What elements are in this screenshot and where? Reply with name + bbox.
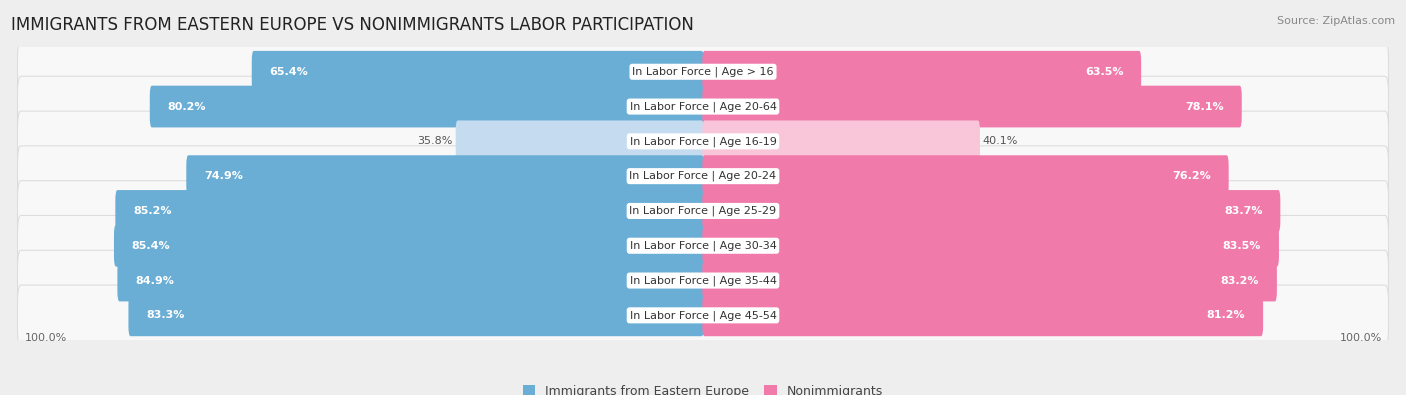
FancyBboxPatch shape [703,260,1277,301]
Text: 83.3%: 83.3% [146,310,184,320]
Text: 80.2%: 80.2% [167,102,207,111]
FancyBboxPatch shape [17,285,1389,346]
Text: In Labor Force | Age 30-34: In Labor Force | Age 30-34 [630,241,776,251]
FancyBboxPatch shape [703,51,1142,93]
FancyBboxPatch shape [703,294,1263,336]
FancyBboxPatch shape [114,225,703,267]
Text: 83.7%: 83.7% [1223,206,1263,216]
Text: 85.2%: 85.2% [134,206,172,216]
Text: 40.1%: 40.1% [983,136,1018,147]
Text: Source: ZipAtlas.com: Source: ZipAtlas.com [1277,16,1395,26]
Text: 63.5%: 63.5% [1085,67,1123,77]
FancyBboxPatch shape [703,190,1281,232]
Legend: Immigrants from Eastern Europe, Nonimmigrants: Immigrants from Eastern Europe, Nonimmig… [523,385,883,395]
Text: 78.1%: 78.1% [1185,102,1223,111]
Text: 65.4%: 65.4% [270,67,308,77]
FancyBboxPatch shape [17,250,1389,311]
Text: 83.2%: 83.2% [1220,276,1258,286]
Text: 74.9%: 74.9% [204,171,243,181]
Text: 76.2%: 76.2% [1173,171,1211,181]
Text: In Labor Force | Age 45-54: In Labor Force | Age 45-54 [630,310,776,321]
FancyBboxPatch shape [252,51,703,93]
FancyBboxPatch shape [17,41,1389,102]
Text: IMMIGRANTS FROM EASTERN EUROPE VS NONIMMIGRANTS LABOR PARTICIPATION: IMMIGRANTS FROM EASTERN EUROPE VS NONIMM… [11,16,695,34]
FancyBboxPatch shape [115,190,703,232]
FancyBboxPatch shape [456,120,703,162]
FancyBboxPatch shape [128,294,703,336]
FancyBboxPatch shape [17,146,1389,207]
Text: In Labor Force | Age 20-64: In Labor Force | Age 20-64 [630,101,776,112]
Text: 100.0%: 100.0% [1340,333,1382,343]
FancyBboxPatch shape [703,155,1229,197]
Text: In Labor Force | Age 25-29: In Labor Force | Age 25-29 [630,206,776,216]
FancyBboxPatch shape [17,76,1389,137]
Text: 81.2%: 81.2% [1206,310,1246,320]
FancyBboxPatch shape [17,181,1389,241]
FancyBboxPatch shape [17,216,1389,276]
Text: In Labor Force | Age > 16: In Labor Force | Age > 16 [633,66,773,77]
Text: In Labor Force | Age 16-19: In Labor Force | Age 16-19 [630,136,776,147]
Text: In Labor Force | Age 20-24: In Labor Force | Age 20-24 [630,171,776,181]
FancyBboxPatch shape [186,155,703,197]
FancyBboxPatch shape [703,120,980,162]
Text: 83.5%: 83.5% [1223,241,1261,251]
FancyBboxPatch shape [17,111,1389,171]
FancyBboxPatch shape [150,86,703,128]
Text: 85.4%: 85.4% [132,241,170,251]
Text: In Labor Force | Age 35-44: In Labor Force | Age 35-44 [630,275,776,286]
FancyBboxPatch shape [703,225,1279,267]
FancyBboxPatch shape [703,86,1241,128]
Text: 100.0%: 100.0% [24,333,66,343]
Text: 84.9%: 84.9% [135,276,174,286]
Text: 35.8%: 35.8% [418,136,453,147]
FancyBboxPatch shape [117,260,703,301]
